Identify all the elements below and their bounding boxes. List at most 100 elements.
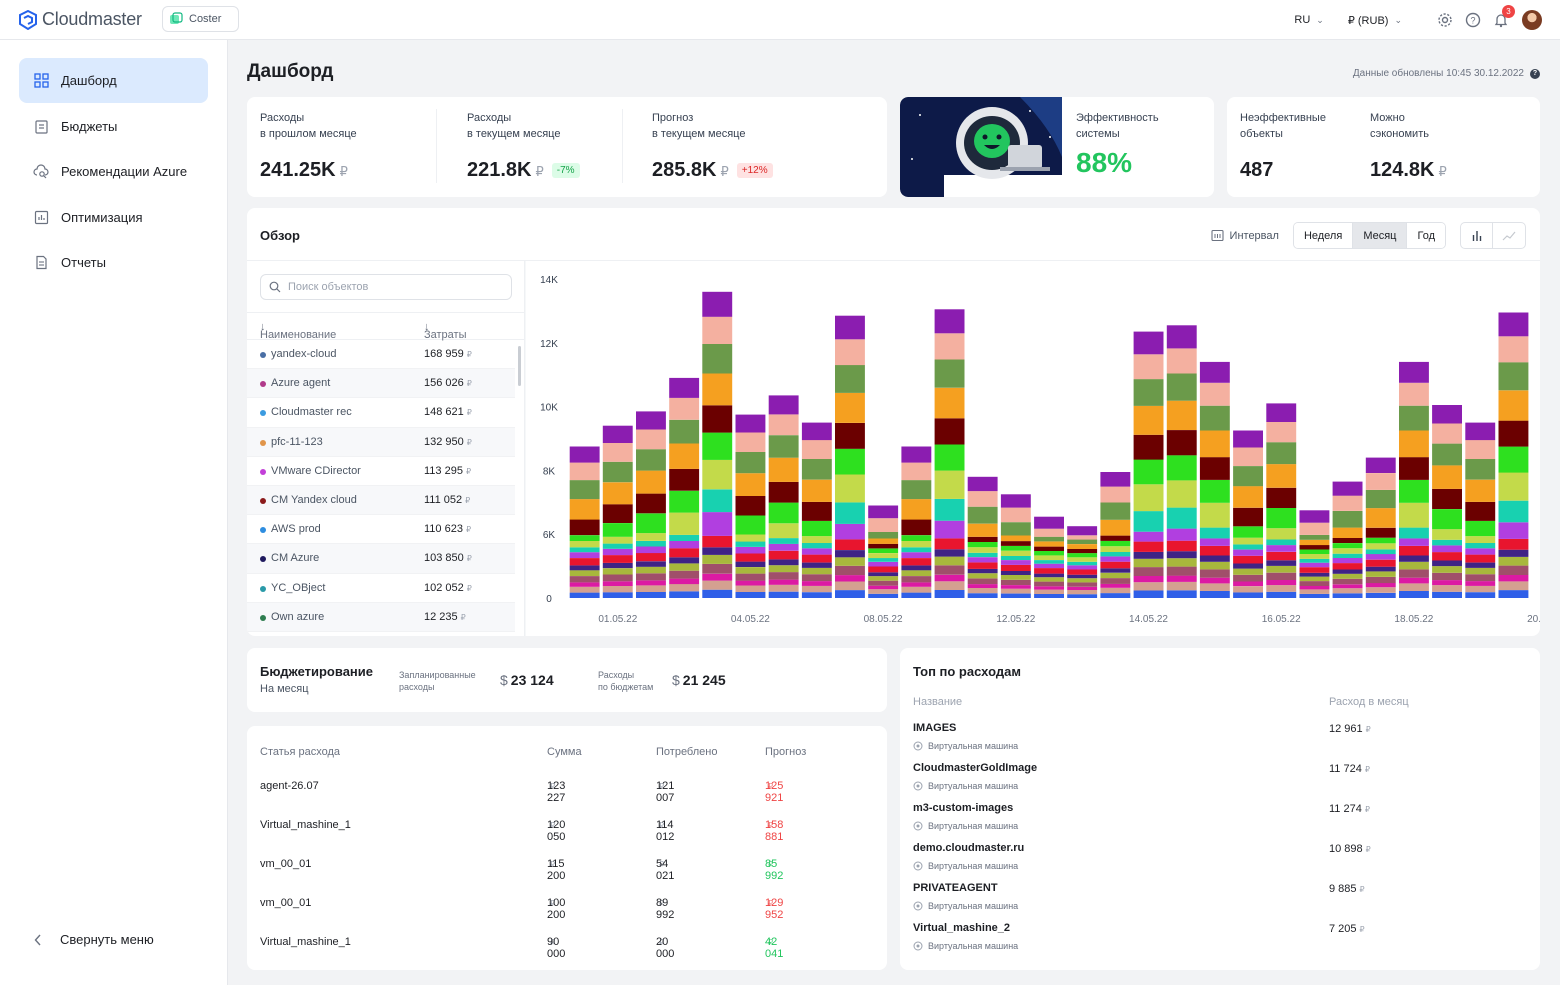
chart-bar-segment	[1133, 331, 1164, 355]
chart-bar-segment	[967, 557, 998, 563]
chart-bar-stack	[702, 291, 733, 598]
sidebar-item-reports[interactable]: Отчеты	[19, 240, 208, 285]
collapse-menu-button[interactable]: Свернуть меню	[34, 932, 154, 947]
chart-bar-segment	[1199, 430, 1230, 458]
budget-table-row[interactable]: vm_00_01 115 200 ₽ 54 021 ₽ 85 992 ₽	[247, 858, 887, 897]
object-list-item[interactable]: YC_OBject 102 052 ₽	[247, 574, 515, 603]
chart-bar-segment	[735, 592, 766, 598]
expense-item: agent-26.07	[260, 780, 319, 792]
sidebar-item-dashboard[interactable]: Дашборд	[19, 58, 208, 103]
chart-bar-segment	[702, 316, 733, 344]
period-year-button[interactable]: Год	[1407, 223, 1445, 248]
chart-bar-segment	[1067, 544, 1098, 549]
period-month-button[interactable]: Месяц	[1353, 223, 1408, 248]
top-spending-row[interactable]: PRIVATEAGENT Виртуальная машина 9 885 ₽	[900, 882, 1540, 922]
chart-bar-segment	[1000, 507, 1031, 523]
object-list-item[interactable]: CM Azure 103 850 ₽	[247, 544, 515, 574]
bar-chart-view-button[interactable]	[1461, 223, 1493, 248]
object-list-item[interactable]: CM Yandex cloud 111 052 ₽	[247, 485, 515, 516]
resource-name: m3-custom-images	[913, 802, 1014, 814]
object-search-input[interactable]	[288, 281, 498, 293]
chart-bar-segment	[702, 589, 733, 598]
series-color-dot	[260, 410, 266, 417]
chart-bar-segment	[735, 553, 766, 562]
budget-table-row[interactable]: Virtual_mashine_1 90 000 ₽ 20 000 ₽ 42 041 ₽	[247, 936, 887, 975]
currency-selector[interactable]: ₽ (RUB) ⌄	[1348, 14, 1402, 27]
chart-bar-segment	[1067, 548, 1098, 554]
chart-bar-segment	[1465, 422, 1496, 441]
budget-table-row[interactable]: vm_00_01 100 200 ₽ 89 992 ₽ 129 952 ₽	[247, 897, 887, 936]
chart-bar-segment	[1332, 558, 1363, 564]
top-spending-row[interactable]: CloudmasterGoldImage Виртуальная машина 11…	[900, 762, 1540, 802]
settings-icon[interactable]	[1436, 11, 1454, 29]
notifications-bell-icon[interactable]: 3	[1492, 5, 1515, 29]
line-chart-view-button[interactable]	[1493, 223, 1525, 248]
top-spending-row[interactable]: IMAGES Виртуальная машина 12 961 ₽	[900, 722, 1540, 762]
currency-value: ₽ (RUB)	[1347, 14, 1389, 27]
sort-by-name-header[interactable]: Наименование ↓	[260, 321, 337, 341]
chart-bar-segment	[1465, 592, 1496, 598]
interval-selector[interactable]: Интервал	[1210, 229, 1279, 242]
collapse-menu-label: Свернуть меню	[60, 932, 154, 947]
chart-bar-segment	[1000, 571, 1031, 575]
chart-bar-segment	[934, 470, 965, 499]
chart-bar-segment	[868, 593, 899, 598]
chart-bar-stack	[1199, 361, 1230, 598]
object-list-item[interactable]: AWS prod 110 623 ₽	[247, 515, 515, 545]
chart-bar-segment	[669, 548, 700, 558]
chart-bar-segment	[1166, 590, 1197, 598]
chart-bar-segment	[1000, 494, 1031, 508]
info-icon[interactable]: ?	[1530, 68, 1540, 79]
sidebar-item-azure-recommendations[interactable]: Рекомендации Azure	[19, 149, 208, 194]
language-selector[interactable]: RU ⌄	[1294, 14, 1323, 26]
object-list-item[interactable]: yandex-cloud 168 959 ₽	[247, 340, 515, 370]
y-axis-tick-label: 8K	[543, 466, 556, 477]
expense-sum: 123 227 ₽	[547, 780, 566, 804]
user-avatar[interactable]	[1522, 10, 1542, 30]
chart-bar-segment	[768, 457, 799, 482]
chart-bar-segment	[569, 535, 600, 541]
chart-bar-segment	[1432, 539, 1462, 546]
kpi-efficiency-label: Эффективность системы	[1076, 112, 1159, 140]
chart-bar-segment	[669, 584, 700, 592]
sort-by-cost-header[interactable]: Затраты ↓	[424, 321, 467, 341]
kpi-savings-value: 124.8K ₽	[1370, 159, 1447, 181]
chart-bar-segment	[1233, 526, 1263, 538]
chart-bar-segment	[1233, 574, 1263, 582]
chart-bar-segment	[636, 493, 666, 514]
object-list-item[interactable]: VMware CDirector 113 295 ₽	[247, 457, 515, 486]
top-spending-row[interactable]: demo.cloudmaster.ru Виртуальная машина 10 …	[900, 842, 1540, 882]
budget-table-row[interactable]: agent-26.07 123 227 ₽ 121 007 ₽ 125 921 ₽	[247, 780, 887, 819]
budget-table-row[interactable]: Virtual_mashine_1 120 050 ₽ 114 012 ₽ 158 881…	[247, 819, 887, 858]
object-list-item[interactable]: pfc-11-123 132 950 ₽	[247, 427, 515, 457]
chart-bar-segment	[1299, 554, 1330, 559]
top-spending-row[interactable]: m3-custom-images Виртуальная машина 11 274…	[900, 802, 1540, 842]
series-color-dot	[260, 439, 266, 446]
x-axis-tick-label: 12.05.22	[996, 614, 1035, 625]
app-name: Cloudmaster	[42, 9, 142, 29]
planned-expenses-label: Запланированные расходы	[399, 670, 476, 692]
chart-bar-segment	[569, 541, 600, 548]
object-list-item[interactable]: Azure agent 156 026 ₽	[247, 369, 515, 399]
object-list-item[interactable]: Cloudmaster rec 148 621 ₽	[247, 398, 515, 428]
chart-bar-segment	[735, 541, 766, 547]
chart-bar-segment	[1465, 543, 1496, 549]
chart-bar-segment	[1199, 561, 1230, 570]
workspace-selector[interactable]: Coster	[162, 6, 239, 32]
period-week-button[interactable]: Неделя	[1293, 223, 1354, 248]
top-spending-card: Топ по расходам Название Расход в месяц …	[900, 648, 1540, 970]
sidebar-item-optimization[interactable]: Оптимизация	[19, 195, 208, 240]
chart-bar-segment	[1498, 472, 1529, 501]
object-list-item[interactable]: Own azure 12 235 ₽	[247, 602, 515, 632]
app-logo[interactable]: Cloudmaster	[18, 9, 142, 30]
top-spending-row[interactable]: Virtual_mashine_2 Виртуальная машина 7 205…	[900, 922, 1540, 962]
chart-bar-segment	[1133, 551, 1164, 559]
object-name: AWS prod	[271, 523, 321, 536]
help-icon[interactable]: ?	[1464, 11, 1482, 29]
object-list-scrollbar[interactable]	[518, 346, 521, 386]
chart-bar-segment	[1100, 593, 1131, 598]
chart-bar-segment	[1399, 561, 1429, 570]
chart-bar-segment	[1133, 484, 1164, 512]
chart-bar-segment	[967, 588, 998, 594]
sidebar-item-budgets[interactable]: Бюджеты	[19, 104, 208, 149]
